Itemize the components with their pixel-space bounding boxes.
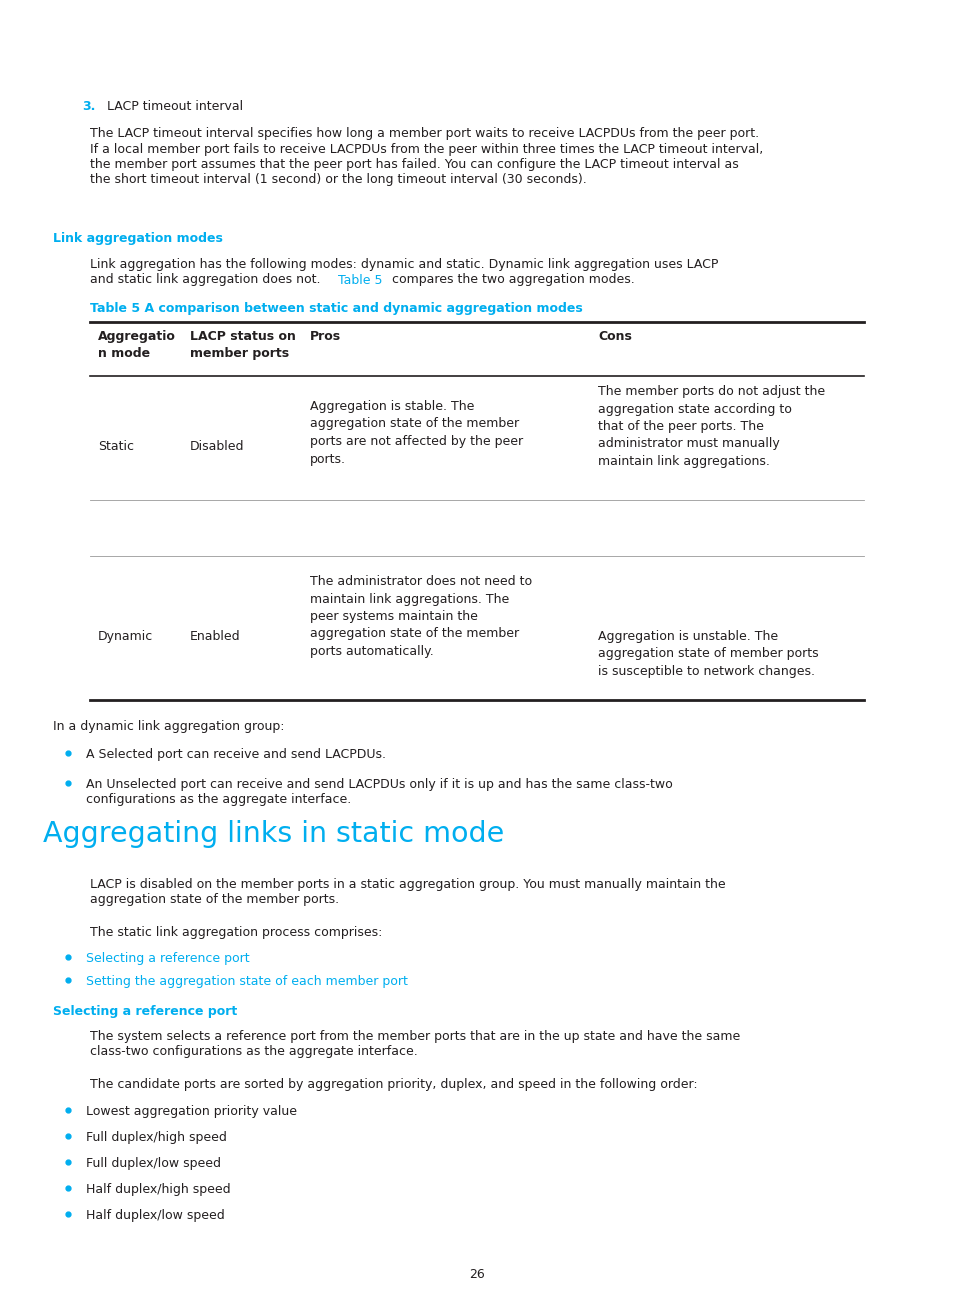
Text: and static link aggregation does not.: and static link aggregation does not. [90,273,324,286]
Text: Dynamic: Dynamic [98,630,153,643]
Text: class-two configurations as the aggregate interface.: class-two configurations as the aggregat… [90,1046,417,1059]
Text: Aggregation is stable. The
aggregation state of the member
ports are not affecte: Aggregation is stable. The aggregation s… [310,400,522,465]
Text: Aggregation is unstable. The
aggregation state of member ports
is susceptible to: Aggregation is unstable. The aggregation… [598,630,818,678]
Text: Selecting a reference port: Selecting a reference port [86,953,250,966]
Text: Cons: Cons [598,330,631,343]
Text: Link aggregation modes: Link aggregation modes [53,232,223,245]
Text: The administrator does not need to
maintain link aggregations. The
peer systems : The administrator does not need to maint… [310,575,532,658]
Text: the short timeout interval (1 second) or the long timeout interval (30 seconds).: the short timeout interval (1 second) or… [90,174,586,187]
Text: the member port assumes that the peer port has failed. You can configure the LAC: the member port assumes that the peer po… [90,158,738,171]
Text: compares the two aggregation modes.: compares the two aggregation modes. [388,273,634,286]
Text: LACP timeout interval: LACP timeout interval [107,100,243,113]
Text: 26: 26 [469,1267,484,1280]
Text: Setting the aggregation state of each member port: Setting the aggregation state of each me… [86,975,408,988]
Text: Enabled: Enabled [190,630,240,643]
Text: Link aggregation has the following modes: dynamic and static. Dynamic link aggre: Link aggregation has the following modes… [90,258,718,271]
Text: In a dynamic link aggregation group:: In a dynamic link aggregation group: [53,721,284,734]
Text: LACP status on
member ports: LACP status on member ports [190,330,295,360]
Text: LACP is disabled on the member ports in a static aggregation group. You must man: LACP is disabled on the member ports in … [90,877,725,892]
Text: Full duplex/high speed: Full duplex/high speed [86,1131,227,1144]
Text: Table 5 A comparison between static and dynamic aggregation modes: Table 5 A comparison between static and … [90,302,582,315]
Text: Selecting a reference port: Selecting a reference port [53,1004,237,1017]
Text: Half duplex/high speed: Half duplex/high speed [86,1183,231,1196]
Text: configurations as the aggregate interface.: configurations as the aggregate interfac… [86,793,351,806]
Text: 3.: 3. [82,100,95,113]
Text: Half duplex/low speed: Half duplex/low speed [86,1209,225,1222]
Text: Pros: Pros [310,330,341,343]
Text: An Unselected port can receive and send LACPDUs only if it is up and has the sam: An Unselected port can receive and send … [86,778,672,791]
Text: Aggregatio
n mode: Aggregatio n mode [98,330,175,360]
Text: The system selects a reference port from the member ports that are in the up sta: The system selects a reference port from… [90,1030,740,1043]
Text: Static: Static [98,441,133,454]
Text: The LACP timeout interval specifies how long a member port waits to receive LACP: The LACP timeout interval specifies how … [90,127,759,140]
Text: Table 5: Table 5 [337,273,382,286]
Text: The static link aggregation process comprises:: The static link aggregation process comp… [90,927,382,940]
Text: aggregation state of the member ports.: aggregation state of the member ports. [90,893,338,906]
Text: The candidate ports are sorted by aggregation priority, duplex, and speed in the: The candidate ports are sorted by aggreg… [90,1078,697,1091]
Text: If a local member port fails to receive LACPDUs from the peer within three times: If a local member port fails to receive … [90,143,762,156]
Text: Lowest aggregation priority value: Lowest aggregation priority value [86,1105,296,1118]
Text: The member ports do not adjust the
aggregation state according to
that of the pe: The member ports do not adjust the aggre… [598,385,824,468]
Text: A Selected port can receive and send LACPDUs.: A Selected port can receive and send LAC… [86,748,386,761]
Text: Full duplex/low speed: Full duplex/low speed [86,1157,221,1170]
Text: Disabled: Disabled [190,441,244,454]
Text: Aggregating links in static mode: Aggregating links in static mode [43,820,504,848]
